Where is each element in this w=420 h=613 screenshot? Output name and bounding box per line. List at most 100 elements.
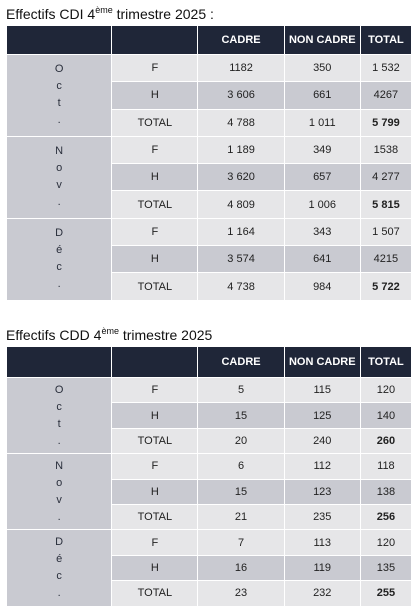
month-label-char: N bbox=[55, 459, 64, 472]
type-cell: H bbox=[111, 402, 199, 429]
cadre-cell: 1 164 bbox=[197, 217, 285, 247]
header-cell bbox=[111, 25, 199, 55]
cadre-cell: 3 606 bbox=[197, 81, 285, 110]
month-label-char: . bbox=[57, 434, 61, 447]
total-cell: 5 799 bbox=[359, 108, 413, 137]
table-row: H 15 123 138 bbox=[7, 478, 413, 505]
type-cell: H bbox=[111, 163, 199, 192]
header-cell: CADRE bbox=[197, 25, 285, 55]
header-cell: NON CADRE bbox=[283, 346, 361, 378]
table-row: TOTAL 4 738 984 5 722 bbox=[7, 272, 413, 301]
month-label-char: v bbox=[56, 493, 62, 506]
total-cell: 1538 bbox=[359, 135, 413, 165]
header-cell: NON CADRE bbox=[283, 25, 361, 55]
cadre-cell: 6 bbox=[197, 453, 285, 480]
cadre-cell: 3 574 bbox=[197, 245, 285, 274]
table-row: H 15 125 140 bbox=[7, 402, 413, 429]
total-cell: 4267 bbox=[359, 81, 413, 110]
type-cell: TOTAL bbox=[111, 190, 199, 219]
month-label-char: é bbox=[56, 552, 63, 565]
month-label-char: . bbox=[57, 114, 61, 127]
type-cell: TOTAL bbox=[111, 272, 199, 301]
cdd-title-suffix: trimestre 2025 bbox=[118, 327, 213, 343]
header-cell: TOTAL bbox=[359, 346, 413, 378]
cadre-cell: 4 738 bbox=[197, 272, 285, 301]
month-label-char: . bbox=[57, 278, 61, 291]
header-cell bbox=[5, 346, 113, 378]
non-cadre-cell: 984 bbox=[283, 272, 361, 301]
total-cell: 1 532 bbox=[359, 53, 413, 83]
type-cell: H bbox=[111, 81, 199, 110]
cadre-cell: 7 bbox=[197, 529, 285, 556]
table-row: TOTAL 4 809 1 006 5 815 bbox=[7, 190, 413, 219]
non-cadre-cell: 343 bbox=[283, 217, 361, 247]
type-cell: TOTAL bbox=[111, 108, 199, 137]
total-cell: 4 277 bbox=[359, 163, 413, 192]
cdi-title-sup: ème bbox=[95, 5, 113, 15]
cadre-cell: 3 620 bbox=[197, 163, 285, 192]
cdi-title-prefix: Effectifs CDI 4 bbox=[6, 6, 96, 22]
total-cell: 135 bbox=[359, 554, 413, 582]
month-label-char: t bbox=[57, 97, 61, 110]
type-cell: F bbox=[111, 53, 199, 83]
table-row: TOTAL 21 235 256 bbox=[7, 503, 413, 531]
month-label-char: o bbox=[56, 476, 63, 489]
non-cadre-cell: 641 bbox=[283, 245, 361, 274]
total-cell: 5 815 bbox=[359, 190, 413, 219]
total-cell: 256 bbox=[359, 503, 413, 531]
non-cadre-cell: 123 bbox=[283, 478, 361, 505]
non-cadre-cell: 1 011 bbox=[283, 108, 361, 137]
month-label-char: N bbox=[55, 145, 64, 158]
type-cell: TOTAL bbox=[111, 580, 199, 607]
cadre-cell: 20 bbox=[197, 427, 285, 455]
total-cell: 1 507 bbox=[359, 217, 413, 247]
total-cell: 118 bbox=[359, 453, 413, 480]
total-cell: 4215 bbox=[359, 245, 413, 274]
total-cell: 120 bbox=[359, 376, 413, 404]
cadre-cell: 4 788 bbox=[197, 108, 285, 137]
table-row: TOTAL 23 232 255 bbox=[7, 580, 413, 607]
month-label-char: c bbox=[56, 261, 62, 274]
non-cadre-cell: 112 bbox=[283, 453, 361, 480]
type-cell: F bbox=[111, 453, 199, 480]
total-cell: 260 bbox=[359, 427, 413, 455]
cadre-cell: 21 bbox=[197, 503, 285, 531]
total-cell: 120 bbox=[359, 529, 413, 556]
total-cell: 255 bbox=[359, 580, 413, 607]
header-cell bbox=[5, 25, 113, 55]
type-cell: H bbox=[111, 478, 199, 505]
cadre-cell: 1182 bbox=[197, 53, 285, 83]
type-cell: TOTAL bbox=[111, 503, 199, 531]
type-cell: F bbox=[111, 376, 199, 404]
month-label-char: O bbox=[54, 63, 64, 76]
non-cadre-cell: 125 bbox=[283, 402, 361, 429]
cadre-cell: 4 809 bbox=[197, 190, 285, 219]
cadre-cell: 23 bbox=[197, 580, 285, 607]
non-cadre-cell: 349 bbox=[283, 135, 361, 165]
month-label-char: c bbox=[56, 80, 62, 93]
month-label-char: c bbox=[56, 569, 62, 582]
month-label-char: D bbox=[55, 227, 64, 240]
non-cadre-cell: 657 bbox=[283, 163, 361, 192]
total-cell: 140 bbox=[359, 402, 413, 429]
header-cell: TOTAL bbox=[359, 25, 413, 55]
non-cadre-cell: 232 bbox=[283, 580, 361, 607]
total-cell: 5 722 bbox=[359, 272, 413, 301]
type-cell: TOTAL bbox=[111, 427, 199, 455]
month-label-char: o bbox=[56, 162, 63, 175]
cdd-title-sup: ème bbox=[101, 326, 119, 336]
cdi-title: Effectifs CDI 4ème trimestre 2025 : bbox=[6, 5, 214, 23]
table-row: TOTAL 20 240 260 bbox=[7, 427, 413, 455]
cdd-title-prefix: Effectifs CDD 4 bbox=[6, 327, 102, 343]
non-cadre-cell: 115 bbox=[283, 376, 361, 404]
non-cadre-cell: 240 bbox=[283, 427, 361, 455]
